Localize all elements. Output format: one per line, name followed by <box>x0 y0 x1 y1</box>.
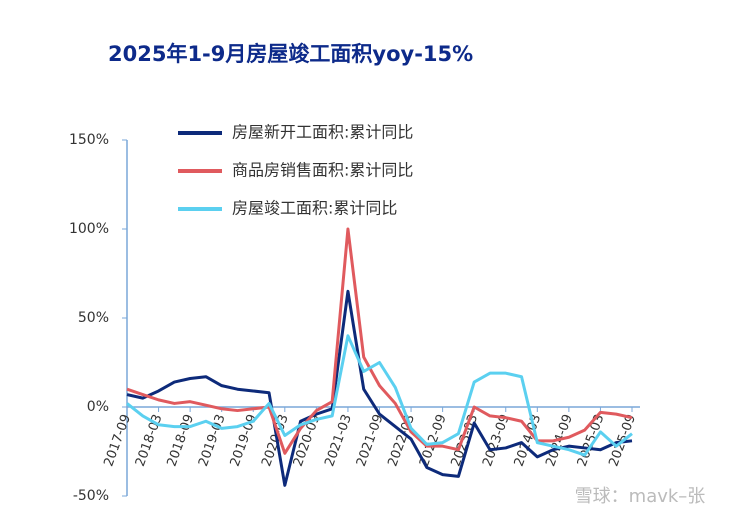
y-tick-label: -50% <box>73 488 109 504</box>
legend-label: 商品房销售面积:累计同比 <box>232 161 413 180</box>
x-tick-label: 2021-03 <box>322 412 355 468</box>
y-tick-label: 0% <box>87 399 109 415</box>
legend-label: 房屋新开工面积:累计同比 <box>232 123 413 142</box>
watermark: 雪球：mavk–张 <box>575 486 706 507</box>
y-tick-label: 50% <box>78 310 109 326</box>
series-line <box>126 334 633 457</box>
x-tick-label: 2020-03 <box>259 412 292 468</box>
x-tick-label: 2019-03 <box>196 412 229 468</box>
chart-title: 2025年1-9月房屋竣工面积yoy-15% <box>108 42 473 66</box>
legend-label: 房屋竣工面积:累计同比 <box>232 199 397 218</box>
x-tick-label: 2023-03 <box>449 412 482 468</box>
x-tick-label: 2017-09 <box>101 412 134 468</box>
y-tick-label: 150% <box>69 132 109 148</box>
series-line <box>126 289 633 487</box>
x-tick-label: 2018-09 <box>164 412 197 468</box>
series-line <box>126 227 633 455</box>
y-tick-label: 100% <box>69 221 109 237</box>
x-tick-label: 2021-09 <box>354 412 387 468</box>
